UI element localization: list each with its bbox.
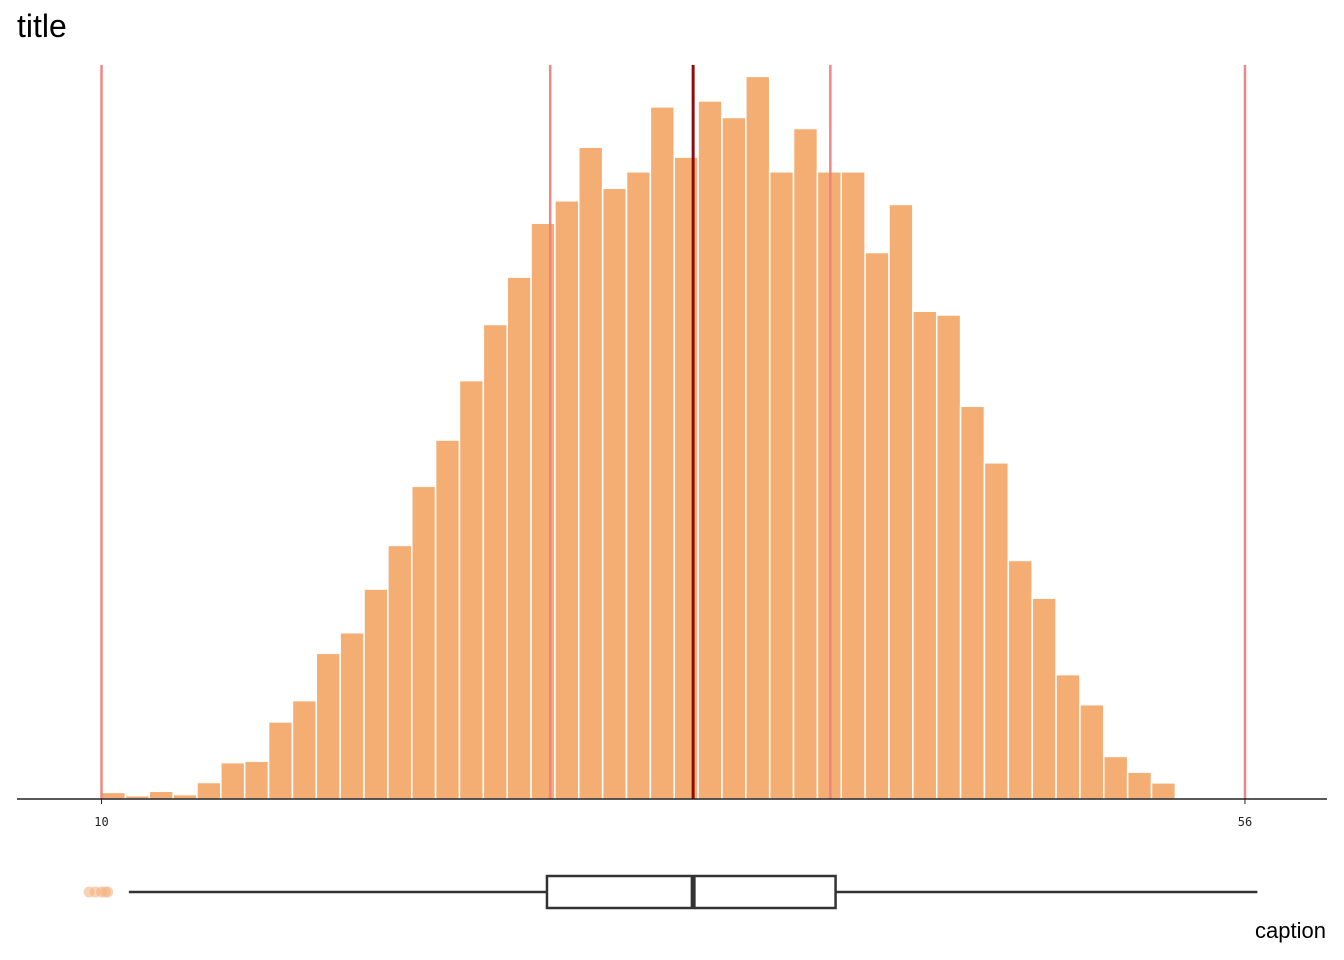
x-tick-label: 56 [1238,815,1252,829]
histogram-bar [291,699,318,800]
histogram-bar [1055,673,1081,800]
histogram-bar [912,310,938,800]
histogram-bar [601,187,628,800]
histogram-bar [888,203,914,800]
histogram-bar [243,760,270,800]
histogram-bar [434,439,461,800]
histogram-bar [220,761,246,800]
histogram-bar [100,791,127,800]
histogram-bar [983,462,1010,800]
histogram-bar [649,106,675,800]
histogram-bar [554,200,580,800]
histogram-bar [1007,559,1033,800]
histogram-bar [935,314,962,800]
x-axis-ticks: 10 56 [94,799,1252,829]
histogram-bar [959,405,986,800]
histogram-bar [410,485,437,800]
histogram-bar [506,276,532,800]
histogram-bars [100,75,1248,800]
x-tick-label: 10 [94,815,108,829]
chart-title: title [17,8,67,44]
histogram-bar [697,100,723,800]
histogram-bar [148,790,174,800]
histogram-bar [315,652,341,800]
histogram-bar [840,171,866,800]
histogram-bar [768,171,795,800]
histogram-bar [578,146,604,800]
boxplot [83,874,1258,910]
chart-caption: caption [1255,918,1326,943]
histogram-bar [482,323,508,800]
histogram-bar [339,632,365,800]
histogram-bar [387,544,413,800]
histogram-bar [363,588,389,800]
histogram-bar [1103,755,1129,800]
boxplot-outlier [102,886,114,898]
histogram-bar [625,171,652,800]
histogram-bar [1079,703,1105,800]
reference-lines [100,65,1247,799]
histogram-bar [267,721,294,800]
histogram-bar [792,127,819,800]
histogram-bar [745,75,771,800]
histogram-bar [1126,771,1153,800]
histogram-bar [458,379,485,800]
histogram-bar [1031,597,1057,800]
histogram-bar [864,251,890,800]
histogram-bar [721,116,747,800]
histogram-bar [1150,782,1177,800]
histogram-bar [196,781,222,800]
